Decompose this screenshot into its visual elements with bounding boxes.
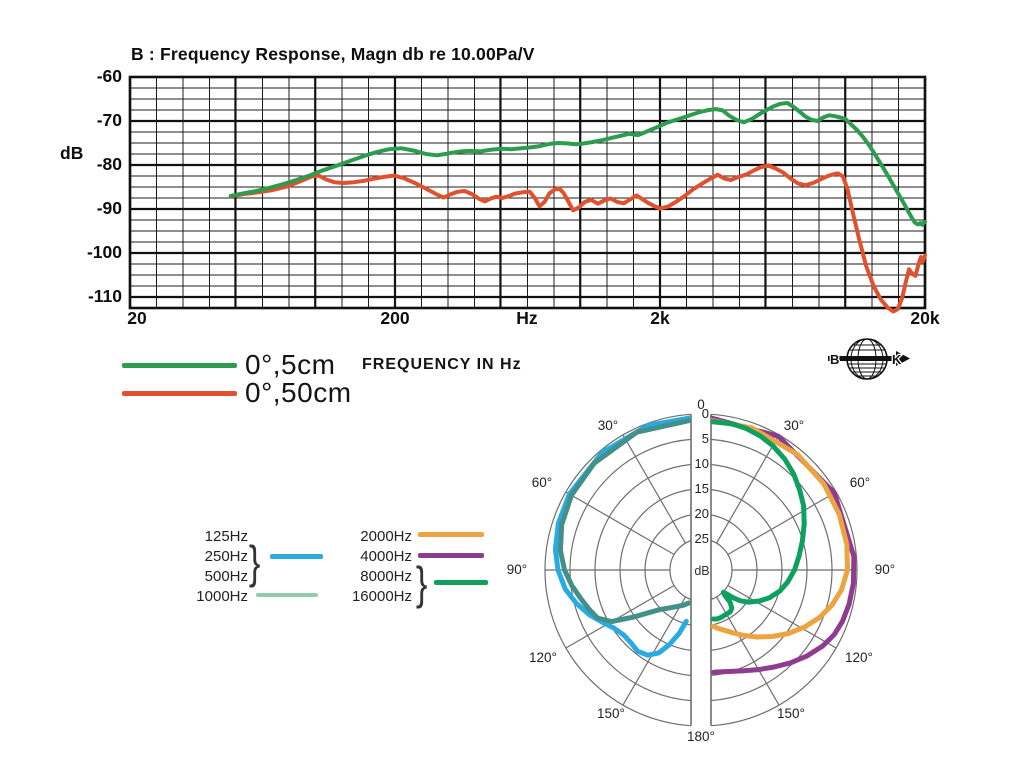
polar-angle-label-150-left: 150° — [597, 706, 625, 721]
fr-chart-title: B : Frequency Response, Magn db re 10.00… — [131, 44, 535, 64]
polar-angle-label-0-right: 0 — [697, 397, 705, 412]
polar-directivity-chart: 0 5 10 15 20 25 dB 0 30° 30° 60° 60° 90° 90° 120° 120° 1… — [507, 397, 895, 744]
polar-ring-label-10: 10 — [695, 456, 709, 471]
bruel-kjaer-logo: B K — [828, 338, 910, 380]
polar-ring-label-0: 0 — [702, 406, 709, 421]
x-tick-2k: 2k — [650, 308, 670, 328]
x-tick-20k: 20k — [910, 308, 940, 328]
logo-letter-b: B — [830, 352, 839, 367]
fr-curve-0-5cm — [228, 101, 927, 227]
legend-brace-8000-16000: } — [415, 557, 428, 609]
polar-angle-label-90-right: 90° — [875, 562, 895, 577]
polar-spokes — [545, 414, 857, 726]
legend-brace-250-500: } — [248, 536, 261, 588]
y-tick--100: -100 — [86, 242, 122, 262]
polar-legend-row-1000hz: 1000Hz — [196, 588, 248, 605]
polar-unit-label: dB — [694, 564, 709, 578]
logo-arrow-head — [896, 351, 910, 366]
y-axis-unit-label: dB — [60, 143, 84, 163]
polar-angle-label-150-right: 150° — [777, 706, 805, 721]
polar-legend-left-column: 125Hz 250Hz 500Hz 1000Hz — [136, 527, 248, 607]
x-tick-200: 200 — [380, 308, 410, 328]
x-tick-20: 20 — [127, 308, 147, 328]
polar-series-2000Hz — [711, 417, 850, 640]
polar-series-1000Hz — [557, 417, 691, 624]
polar-angle-label-90-left: 90° — [507, 562, 527, 577]
y-tick--80: -80 — [96, 154, 122, 174]
fr-grid — [128, 75, 927, 310]
polar-angle-label-30-left: 30° — [598, 418, 618, 433]
frequency-response-chart — [128, 75, 927, 314]
polar-angle-label-120-left: 120° — [529, 650, 557, 665]
swatch-1000hz — [256, 593, 318, 597]
polar-ring-label-25: 25 — [695, 531, 709, 546]
fr-curve-0-50cm — [228, 163, 927, 314]
polar-series-4000Hz — [711, 415, 857, 675]
polar-legend-row-16000hz: 16000Hz — [351, 588, 412, 605]
polar-legend-row-4000hz: 4000Hz — [360, 548, 412, 565]
polar-legend-right-column: 2000Hz 4000Hz 8000Hz 16000Hz — [300, 527, 412, 607]
y-tick--110: -110 — [87, 286, 122, 306]
polar-ring-label-15: 15 — [695, 481, 709, 496]
frequency-axis-caption: FREQUENCY IN Hz — [362, 356, 522, 373]
x-axis-unit-label: Hz — [516, 308, 538, 328]
swatch-2000hz — [418, 532, 484, 537]
polar-legend-row-250hz: 250Hz — [204, 548, 248, 565]
swatch-8000-16000hz — [434, 580, 488, 585]
polar-angle-label-30-right: 30° — [784, 418, 804, 433]
logo-letter-k: K — [892, 352, 902, 367]
legend-swatch-0deg-5cm — [122, 363, 237, 368]
legend-label-0deg-50cm: 0°,50cm — [245, 377, 352, 408]
polar-angle-labels: 0 30° 30° 60° 60° 90° 90° 120° 120° 150° 150° 180° — [507, 397, 895, 744]
y-tick--90: -90 — [96, 198, 122, 218]
polar-legend-row-125hz: 125Hz — [204, 528, 248, 545]
polar-legend-row-2000hz: 2000Hz — [360, 528, 412, 545]
legend-swatch-0deg-50cm — [122, 391, 237, 396]
polar-angle-label-120-right: 120° — [845, 650, 873, 665]
polar-angle-label-60-left: 60° — [532, 475, 552, 490]
legend-label-0deg-5cm: 0°,5cm — [245, 349, 336, 380]
swatch-250-500hz — [270, 554, 323, 559]
logo-arrow-shaft — [828, 356, 896, 361]
y-tick--60: -60 — [96, 66, 122, 86]
polar-legend-row-500hz: 500Hz — [204, 568, 248, 585]
polar-ring-label-20: 20 — [695, 506, 709, 521]
swatch-4000hz — [418, 553, 484, 558]
polar-legend-row-8000hz: 8000Hz — [360, 568, 412, 585]
polar-angle-label-180-right: 180° — [687, 729, 715, 744]
polar-series-8000-16000Hz — [711, 419, 807, 622]
polar-ring-labels: 0 5 10 15 20 25 dB — [694, 406, 709, 578]
polar-angle-label-60-right: 60° — [850, 475, 870, 490]
polar-ring-label-5: 5 — [702, 431, 709, 446]
y-tick--70: -70 — [96, 110, 122, 130]
